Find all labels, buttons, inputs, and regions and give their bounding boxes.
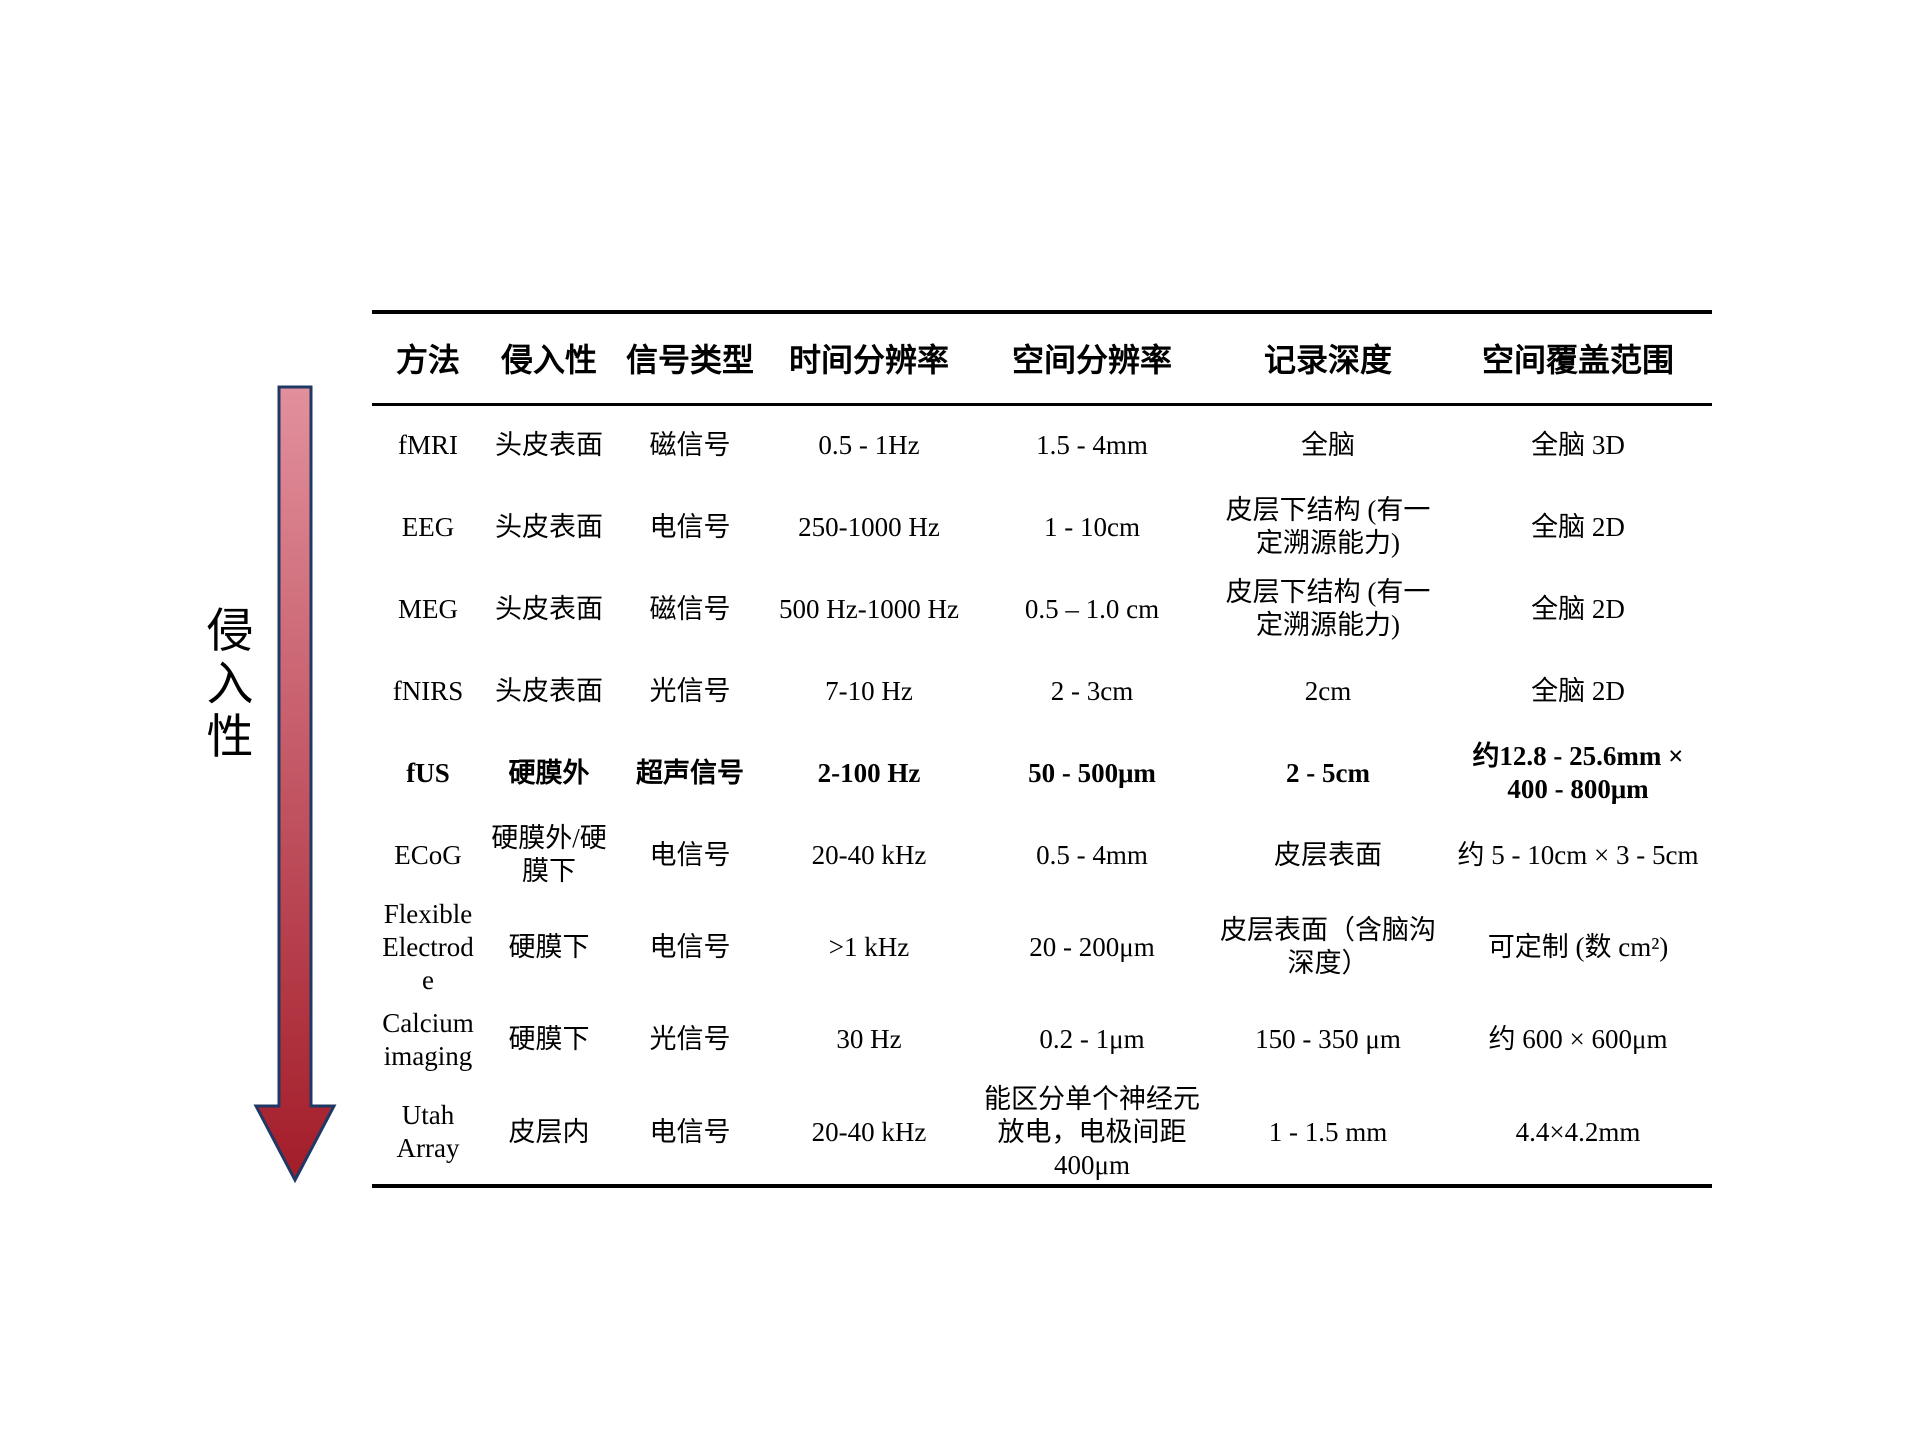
table-cell: 可定制 (数 cm²) xyxy=(1487,931,1669,962)
table-row: Flexible Electrode 硬膜下 电信号 >1 kHz 20 - 200μm… xyxy=(372,896,1712,999)
table-cell: 全脑 2D xyxy=(1531,511,1625,542)
table-cell: ECoG xyxy=(394,839,462,870)
table-cell: 皮层内 xyxy=(508,1116,590,1147)
column-header-signal-type: 信号类型 xyxy=(614,312,766,406)
table-header-row: 方法 侵入性 信号类型 时间分辨率 空间分辨率 记录深度 空间覆盖范围 xyxy=(372,312,1712,406)
table-cell: 30 Hz xyxy=(836,1024,902,1055)
table-cell: 0.5 - 1Hz xyxy=(818,430,920,461)
table-cell: 500 Hz-1000 Hz xyxy=(779,593,959,624)
table-cell: 2 - 5cm xyxy=(1286,757,1370,788)
table-cell: 硬膜外 xyxy=(508,757,590,788)
table-cell: Utah Array xyxy=(396,1100,460,1164)
table-cell: 硬膜下 xyxy=(508,931,590,962)
table-cell: 0.5 - 4mm xyxy=(1036,839,1148,870)
table-cell: 全脑 2D xyxy=(1531,675,1625,706)
table-row: Calcium imaging 硬膜下 光信号 30 Hz 0.2 - 1μm 150 -… xyxy=(372,999,1712,1081)
table-row: fNIRS 头皮表面 光信号 7-10 Hz 2 - 3cm 2cm 全脑 2D xyxy=(372,650,1712,732)
table-cell: MEG xyxy=(398,593,458,624)
table-cell: 全脑 2D xyxy=(1531,593,1625,624)
table-body: fMRI 头皮表面 磁信号 0.5 - 1Hz 1.5 - 4mm 全脑 全脑 3D EEG 头… xyxy=(372,404,1712,1186)
table-cell: 头皮表面 xyxy=(495,675,603,706)
table-cell: 电信号 xyxy=(649,839,731,870)
table-cell: 光信号 xyxy=(649,1024,731,1055)
table-cell: 电信号 xyxy=(649,511,731,542)
table-cell: 0.2 - 1μm xyxy=(1039,1024,1145,1055)
table-cell: 超声信号 xyxy=(636,757,744,788)
table-cell: 皮层下结构 (有一定溯源能力) xyxy=(1225,577,1431,640)
table-cell: 皮层表面 xyxy=(1274,839,1382,870)
table-cell: 0.5 – 1.0 cm xyxy=(1024,593,1160,624)
table-cell: 皮层表面（含脑沟深度） xyxy=(1220,915,1436,979)
table-cell: EEG xyxy=(401,511,455,542)
table-cell: 全脑 xyxy=(1301,430,1355,461)
table-cell: 约 600 × 600μm xyxy=(1488,1024,1668,1055)
table-cell: 硬膜外/硬膜下 xyxy=(491,823,607,886)
table-cell: 头皮表面 xyxy=(495,511,603,542)
table-cell: 磁信号 xyxy=(649,593,731,624)
table-row: ECoG 硬膜外/硬膜下 电信号 20-40 kHz 0.5 - 4mm 皮层表面 约 5 … xyxy=(372,814,1712,896)
table-cell: 2-100 Hz xyxy=(817,757,921,788)
table-row: Utah Array 皮层内 电信号 20-40 kHz 能区分单个神经元放电，电极间距… xyxy=(372,1081,1712,1186)
table-cell: 能区分单个神经元放电，电极间距400μm xyxy=(984,1083,1200,1180)
table-row: EEG 头皮表面 电信号 250-1000 Hz 1 - 10cm 皮层下结构 (有一定溯… xyxy=(372,486,1712,568)
table-cell: Flexible Electrode xyxy=(382,899,474,995)
down-arrow-icon xyxy=(253,385,337,1184)
table-cell: fUS xyxy=(406,757,450,788)
table-cell: 光信号 xyxy=(649,675,731,706)
table-cell: 约 5 - 10cm × 3 - 5cm xyxy=(1457,839,1699,870)
table-cell: 头皮表面 xyxy=(495,593,603,624)
axis-label-char: 侵 xyxy=(206,606,254,658)
axis-label-char: 性 xyxy=(206,712,254,765)
table-cell: 4.4×4.2mm xyxy=(1515,1116,1641,1147)
table-cell: 250-1000 Hz xyxy=(798,511,940,542)
methods-comparison-table: 方法 侵入性 信号类型 时间分辨率 空间分辨率 记录深度 空间覆盖范围 fMRI… xyxy=(372,310,1712,1188)
table-cell: >1 kHz xyxy=(828,931,910,962)
table-cell: 1.5 - 4mm xyxy=(1036,430,1148,461)
column-header-recording-depth: 记录深度 xyxy=(1212,312,1444,406)
table-cell: 7-10 Hz xyxy=(825,675,913,706)
table-cell: 50 - 500μm xyxy=(1028,757,1156,788)
column-header-spatial-resolution: 空间分辨率 xyxy=(972,312,1212,406)
table-cell: 电信号 xyxy=(649,1116,731,1147)
table-cell: 磁信号 xyxy=(649,430,731,461)
table-cell: 皮层下结构 (有一定溯源能力) xyxy=(1225,495,1431,558)
table-row: MEG 头皮表面 磁信号 500 Hz-1000 Hz 0.5 – 1.0 cm 皮层下结… xyxy=(372,568,1712,650)
table-cell: fMRI xyxy=(398,430,458,461)
table-row: fUS 硬膜外 超声信号 2-100 Hz 50 - 500μm 2 - 5cm 约12.8… xyxy=(372,732,1712,814)
table-cell: 电信号 xyxy=(649,931,731,962)
table-cell: 2 - 3cm xyxy=(1050,675,1134,706)
table-cell: 1 - 1.5 mm xyxy=(1268,1116,1388,1147)
table-cell: 2cm xyxy=(1304,675,1352,706)
invasiveness-axis-label: 侵 入 性 xyxy=(180,606,280,765)
table-cell: 20-40 kHz xyxy=(811,1116,927,1147)
table-cell: 头皮表面 xyxy=(495,430,603,461)
table-cell: 全脑 3D xyxy=(1531,430,1625,461)
table-cell: 20-40 kHz xyxy=(811,839,927,870)
axis-label-char: 入 xyxy=(206,659,254,712)
column-header-temporal-resolution: 时间分辨率 xyxy=(766,312,972,406)
table-cell: 20 - 200μm xyxy=(1029,931,1155,962)
table-cell: 1 - 10cm xyxy=(1044,511,1140,542)
column-header-spatial-coverage: 空间覆盖范围 xyxy=(1444,312,1712,406)
column-header-method: 方法 xyxy=(372,312,484,406)
table-cell: 硬膜下 xyxy=(508,1024,590,1055)
table-cell: fNIRS xyxy=(392,675,464,706)
table-row: fMRI 头皮表面 磁信号 0.5 - 1Hz 1.5 - 4mm 全脑 全脑 3D xyxy=(372,404,1712,486)
table-cell: 约12.8 - 25.6mm × 400 - 800μm xyxy=(1472,741,1684,804)
table-cell: 150 - 350 μm xyxy=(1255,1024,1401,1055)
column-header-invasiveness: 侵入性 xyxy=(484,312,614,406)
table-cell: Calcium imaging xyxy=(382,1007,474,1071)
